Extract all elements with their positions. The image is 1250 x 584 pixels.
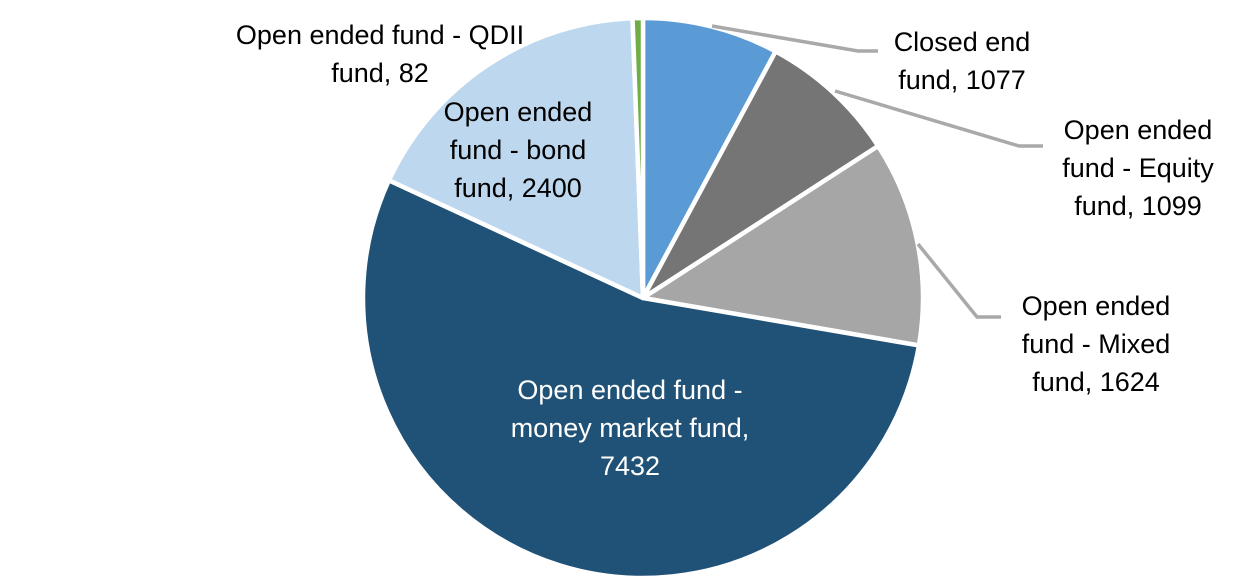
pie-slice-4 [386, 15, 646, 301]
pie-slice-0 [640, 15, 778, 301]
pie-slices [360, 15, 926, 581]
pie-label-bond-fund: Open ended fund - bond fund, 2400 [443, 97, 593, 203]
pie-slice-2 [640, 143, 926, 348]
leader-line-closed-end-fund [711, 24, 878, 53]
pie-slice-5 [630, 15, 646, 301]
pie-label-qdii-fund: Open ended fund - QDII fund, 82 [235, 20, 525, 88]
pie-slice-3 [360, 178, 922, 581]
pie-label-closed-end-fund: Closed end fund, 1077 [893, 27, 1031, 95]
leader-lines [711, 24, 1043, 319]
leader-line-equity-fund [834, 89, 1043, 148]
leader-line-mixed-fund [916, 242, 1001, 319]
pie-slice-1 [640, 49, 881, 301]
pie-label-equity-fund: Open ended fund - Equity fund, 1099 [1062, 115, 1214, 221]
pie-label-mixed-fund: Open ended fund - Mixed fund, 1624 [1021, 291, 1171, 397]
pie-label-money-market-fund: Open ended fund - money market fund, 743… [510, 375, 750, 481]
